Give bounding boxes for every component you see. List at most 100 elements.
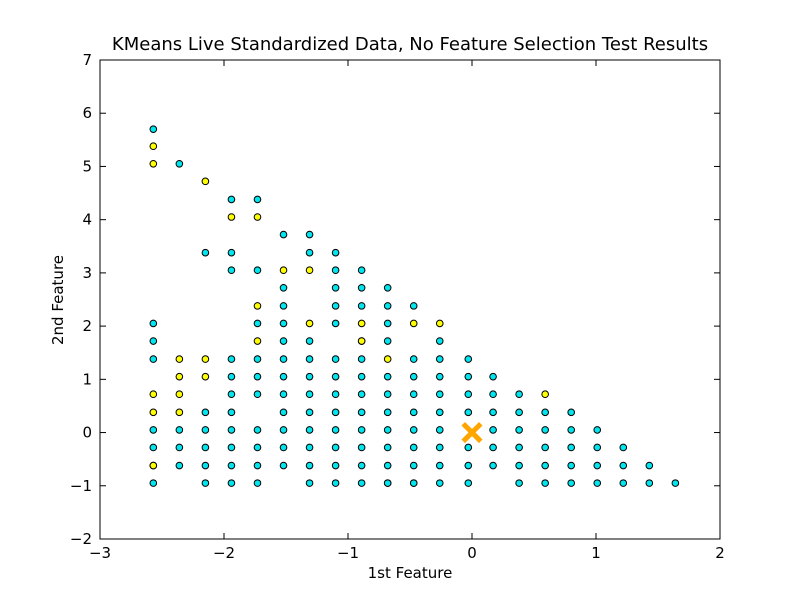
data-point <box>227 195 236 204</box>
data-point <box>383 443 392 452</box>
data-point <box>305 461 314 470</box>
data-point <box>149 319 158 328</box>
data-point <box>201 426 210 434</box>
data-point <box>331 443 340 452</box>
centroid-marker <box>461 422 483 444</box>
data-point <box>149 408 158 417</box>
data-point <box>305 266 314 275</box>
data-point <box>409 302 418 310</box>
data-point <box>541 443 549 452</box>
data-point <box>541 390 549 399</box>
data-point <box>149 461 158 470</box>
data-point <box>227 461 236 470</box>
y-tick-label: 3 <box>82 264 92 282</box>
data-point <box>435 337 444 345</box>
data-point <box>279 230 288 239</box>
plot-area <box>99 59 721 540</box>
data-point <box>175 372 184 381</box>
data-point <box>149 390 158 399</box>
data-point <box>279 337 288 345</box>
data-point <box>409 461 418 470</box>
data-point <box>227 408 236 417</box>
data-point <box>253 390 262 399</box>
data-point <box>383 479 392 487</box>
data-point <box>331 248 340 257</box>
data-point <box>305 319 314 328</box>
data-point <box>541 479 549 487</box>
data-point <box>435 408 444 417</box>
data-point <box>305 443 314 452</box>
data-point <box>464 479 473 487</box>
data-point <box>383 302 392 310</box>
data-point <box>619 443 628 452</box>
data-point <box>305 372 314 381</box>
data-point <box>331 408 340 417</box>
data-point <box>435 426 444 434</box>
data-point <box>279 408 288 417</box>
data-point <box>253 355 262 363</box>
data-point <box>305 337 314 345</box>
y-tick-label: −1 <box>70 477 92 495</box>
data-point <box>464 390 473 399</box>
data-point <box>149 159 158 168</box>
data-point <box>149 355 158 363</box>
data-point <box>201 443 210 452</box>
data-point <box>331 426 340 434</box>
data-point <box>567 426 576 434</box>
data-point <box>541 461 549 470</box>
data-point <box>201 461 210 470</box>
data-point <box>149 142 158 151</box>
data-point <box>279 302 288 310</box>
y-axis-label: 2nd Feature <box>49 254 67 346</box>
data-point <box>279 266 288 275</box>
y-tick-label: 0 <box>82 424 92 442</box>
data-point <box>305 479 314 487</box>
x-tick-label: 2 <box>715 544 725 562</box>
data-point <box>305 426 314 434</box>
data-point <box>227 266 236 275</box>
data-point <box>357 302 366 310</box>
data-point <box>227 390 236 399</box>
data-point <box>515 426 523 434</box>
data-point <box>515 443 523 452</box>
data-point <box>279 426 288 434</box>
data-point <box>305 390 314 399</box>
data-point <box>357 266 366 275</box>
data-point <box>357 479 366 487</box>
data-point <box>227 248 236 257</box>
data-point <box>201 248 210 257</box>
data-point <box>253 337 262 345</box>
data-point <box>331 266 340 275</box>
data-point <box>253 461 262 470</box>
data-point <box>331 390 340 399</box>
data-point <box>489 443 497 452</box>
data-point <box>279 390 288 399</box>
data-point <box>279 283 288 292</box>
data-point <box>227 213 236 221</box>
data-point <box>593 461 602 470</box>
data-point <box>464 461 473 470</box>
x-tick-label: −2 <box>213 544 235 562</box>
data-point <box>357 372 366 381</box>
data-point <box>227 355 236 363</box>
data-point <box>383 408 392 417</box>
data-point <box>357 337 366 345</box>
data-point <box>593 479 602 487</box>
data-point <box>175 426 184 434</box>
data-point <box>409 426 418 434</box>
data-point <box>305 248 314 257</box>
data-point <box>253 302 262 310</box>
y-tick-label: 7 <box>82 51 92 69</box>
data-point <box>489 408 497 417</box>
y-tick-label: 2 <box>82 317 92 335</box>
data-point <box>435 443 444 452</box>
data-point <box>464 355 473 363</box>
data-point <box>149 479 158 487</box>
data-point <box>149 125 158 133</box>
data-point <box>383 372 392 381</box>
data-point <box>279 461 288 470</box>
x-axis-label: 1st Feature <box>367 564 453 582</box>
data-point <box>357 319 366 328</box>
data-point <box>175 461 184 470</box>
